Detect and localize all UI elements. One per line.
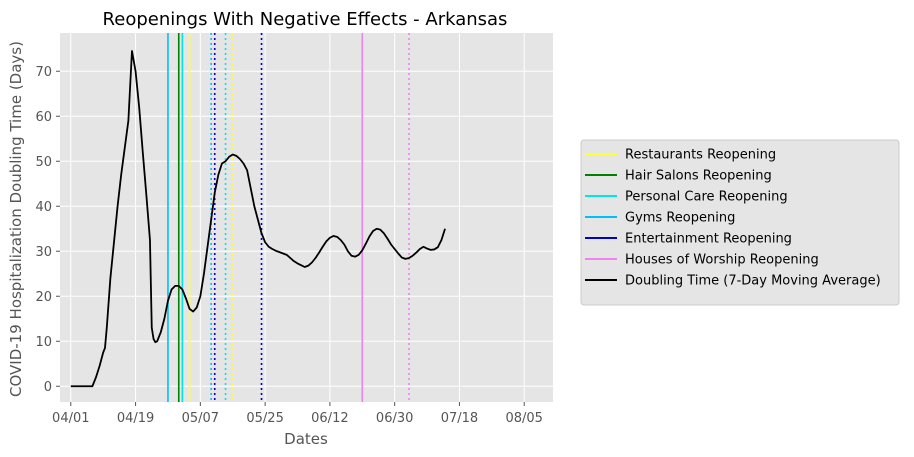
chart-title: Reopenings With Negative Effects - Arkan… bbox=[103, 9, 508, 30]
x-tick-label: 06/12 bbox=[311, 411, 348, 426]
x-tick-label: 08/05 bbox=[505, 411, 542, 426]
y-tick-label: 60 bbox=[35, 110, 52, 125]
y-tick-label: 10 bbox=[35, 335, 52, 350]
y-tick-label: 0 bbox=[44, 380, 52, 395]
grid bbox=[60, 33, 553, 402]
x-tick-label: 04/01 bbox=[52, 411, 89, 426]
x-tick-label: 04/19 bbox=[117, 411, 154, 426]
x-axis-ticks: 04/01 04/19 05/07 05/25 06/12 06/30 07/18 08/05 bbox=[52, 402, 543, 426]
legend-label: Restaurants Reopening bbox=[625, 148, 776, 163]
legend-label: Doubling Time (7-Day Moving Average) bbox=[625, 274, 881, 289]
y-tick-label: 20 bbox=[35, 290, 52, 305]
x-tick-label: 05/07 bbox=[182, 411, 219, 426]
x-axis-title: Dates bbox=[284, 430, 328, 448]
series-line bbox=[70, 50, 446, 388]
x-tick-label: 05/25 bbox=[246, 411, 283, 426]
legend-box bbox=[580, 139, 900, 306]
y-tick-label: 40 bbox=[35, 200, 52, 215]
series-layer bbox=[70, 50, 446, 388]
event-lines bbox=[167, 33, 410, 402]
legend-label: Hair Salons Reopening bbox=[625, 169, 772, 184]
legend-label: Entertainment Reopening bbox=[625, 232, 792, 247]
plot-area bbox=[60, 33, 553, 402]
legend: Restaurants Reopening Hair Salons Reopeni… bbox=[580, 139, 900, 306]
x-tick-label: 07/18 bbox=[441, 411, 478, 426]
y-tick-label: 50 bbox=[35, 155, 52, 170]
x-tick-label: 06/30 bbox=[376, 411, 413, 426]
y-tick-label: 70 bbox=[35, 65, 52, 80]
y-axis-title: COVID-19 Hospitalization Doubling Time (… bbox=[7, 41, 25, 397]
legend-label: Houses of Worship Reopening bbox=[625, 253, 819, 268]
legend-label: Gyms Reopening bbox=[625, 211, 735, 226]
y-tick-label: 30 bbox=[35, 245, 52, 260]
legend-label: Personal Care Reopening bbox=[625, 190, 788, 205]
y-axis-ticks: 0 10 20 30 40 50 60 70 bbox=[35, 65, 60, 395]
